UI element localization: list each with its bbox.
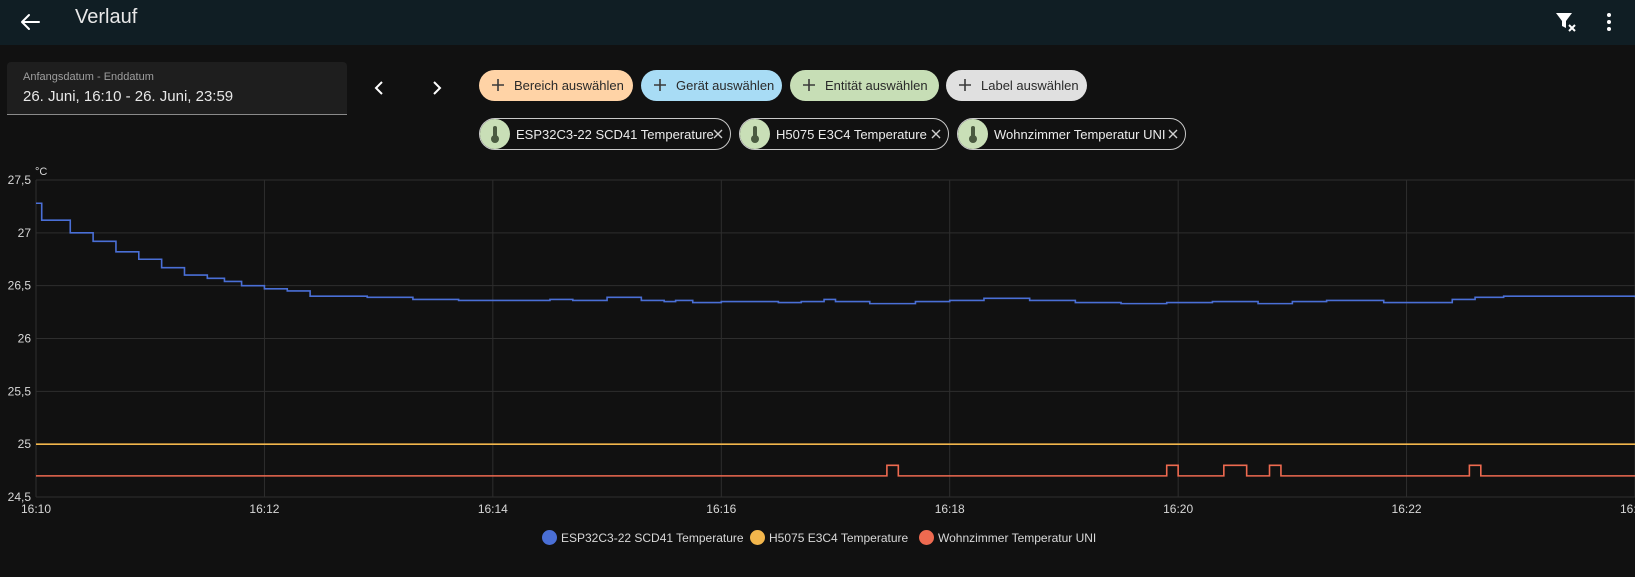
entity-chip-label: ESP32C3-22 SCD41 Temperature [516, 127, 714, 142]
y-tick-label: 26 [18, 332, 32, 346]
add-entity-label: Entität auswählen [825, 78, 928, 93]
legend-swatch [542, 530, 557, 545]
overflow-menu-button[interactable] [1594, 4, 1624, 40]
add-area-label: Bereich auswählen [514, 78, 624, 93]
thermometer-icon [958, 119, 988, 149]
legend-item[interactable]: Wohnzimmer Temperatur UNI [919, 528, 1099, 548]
y-axis-unit-label: °C [35, 166, 47, 178]
filter-remove-icon [1556, 13, 1576, 32]
next-range-button[interactable] [420, 72, 452, 104]
entity-chip-label: Wohnzimmer Temperatur UNI [994, 127, 1166, 142]
plus-icon [654, 79, 666, 91]
add-label-button[interactable]: Label auswählen [946, 70, 1087, 101]
y-tick-label: 27,5 [8, 173, 32, 187]
entity-chip[interactable]: H5075 E3C4 Temperature [739, 118, 949, 150]
previous-range-button[interactable] [364, 72, 396, 104]
legend-label: Wohnzimmer Temperatur UNI [938, 531, 1097, 545]
entity-chip[interactable]: Wohnzimmer Temperatur UNI [957, 118, 1186, 150]
y-tick-label: 27 [18, 226, 32, 240]
x-tick-label: 16:22 [1392, 502, 1422, 516]
plus-icon [492, 79, 504, 91]
add-device-label: Gerät auswählen [676, 78, 775, 93]
legend-swatch [750, 530, 765, 545]
legend-item[interactable]: ESP32C3-22 SCD41 Temperature [542, 528, 744, 548]
close-icon[interactable] [930, 128, 942, 140]
page-title: Verlauf [75, 6, 138, 28]
x-tick-label: 16:16 [706, 502, 736, 516]
plus-icon [803, 79, 815, 91]
chevron-left-icon [374, 81, 383, 95]
y-tick-label: 25,5 [8, 384, 32, 398]
thermometer-icon [480, 119, 510, 149]
legend-item[interactable]: H5075 E3C4 Temperature [750, 528, 915, 548]
y-tick-label: 25 [18, 437, 32, 451]
add-area-button[interactable]: Bereich auswählen [479, 70, 633, 101]
date-range-label: Anfangsdatum - Enddatum [23, 71, 154, 83]
close-icon[interactable] [1167, 128, 1179, 140]
x-tick-label: 16:10 [21, 502, 51, 516]
add-entity-button[interactable]: Entität auswählen [790, 70, 939, 101]
series-line-3[interactable] [36, 464, 1635, 477]
app-toolbar: Verlauf [0, 0, 1635, 45]
close-icon[interactable] [712, 128, 724, 140]
entity-chip[interactable]: ESP32C3-22 SCD41 Temperature [479, 118, 731, 150]
x-tick-label: 16:24 [1620, 502, 1635, 516]
history-chart[interactable]: 27,5 27 26,5 26 25,5 25 24,516:10 16:12 16:14 16:… [0, 160, 1635, 520]
plus-icon [959, 79, 971, 91]
add-label-label: Label auswählen [981, 78, 1079, 93]
series-line-1[interactable] [36, 202, 1635, 305]
thermometer-icon [740, 119, 770, 149]
entity-chip-label: H5075 E3C4 Temperature [776, 127, 927, 142]
arrow-left-icon [21, 14, 40, 30]
dots-vertical-icon [1607, 13, 1611, 31]
legend-label: ESP32C3-22 SCD41 Temperature [561, 531, 744, 545]
x-tick-label: 16:20 [1163, 502, 1193, 516]
date-range-picker[interactable]: Anfangsdatum - Enddatum 26. Juni, 16:10 … [7, 62, 347, 115]
legend-label: H5075 E3C4 Temperature [769, 531, 909, 545]
legend-swatch [919, 530, 934, 545]
clear-filter-button[interactable] [1548, 4, 1584, 40]
y-tick-label: 24,5 [8, 490, 32, 504]
chevron-right-icon [433, 81, 442, 95]
x-tick-label: 16:18 [935, 502, 965, 516]
add-device-button[interactable]: Gerät auswählen [641, 70, 782, 101]
x-tick-label: 16:14 [478, 502, 508, 516]
date-range-value: 26. Juni, 16:10 - 26. Juni, 23:59 [23, 88, 234, 105]
back-button[interactable] [12, 4, 48, 40]
x-tick-label: 16:12 [249, 502, 279, 516]
y-tick-label: 26,5 [8, 279, 32, 293]
